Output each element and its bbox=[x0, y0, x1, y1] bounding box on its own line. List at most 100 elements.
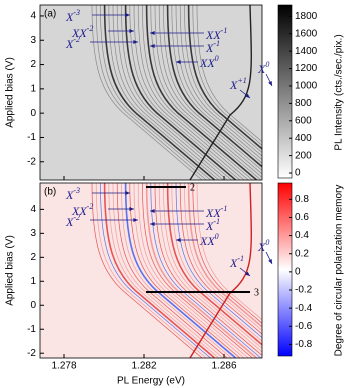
arrow-head bbox=[133, 218, 138, 222]
annotation-base: X bbox=[65, 37, 74, 51]
colorbar-tick-label: 1200 bbox=[295, 63, 318, 74]
annotation-base: X bbox=[65, 10, 74, 24]
colorbar-tick-label: 800 bbox=[295, 98, 312, 109]
arrow-head bbox=[245, 271, 250, 276]
arrow-head bbox=[125, 13, 130, 17]
y-tick-label: 4 bbox=[30, 11, 36, 22]
colorbar-tick-label: 200 bbox=[295, 150, 312, 161]
spectral-line bbox=[196, 5, 262, 143]
spectral-line bbox=[91, 5, 203, 180]
annotation-base: XX bbox=[71, 26, 87, 40]
colorbar-tick-label: -0.8 bbox=[295, 339, 313, 350]
arrow-head bbox=[245, 93, 250, 98]
spectral-line bbox=[150, 5, 262, 180]
annotation: X-3 bbox=[65, 8, 80, 24]
colorbar-label: Degree of circular polarization memory bbox=[334, 185, 345, 357]
spectral-line bbox=[108, 183, 220, 358]
spectral-line bbox=[171, 5, 262, 164]
colorbar-tick-label: -0.6 bbox=[295, 321, 313, 332]
spectral-line bbox=[95, 5, 207, 180]
spectral-line bbox=[133, 5, 245, 180]
annotation: X-2 bbox=[65, 35, 80, 51]
spectral-line bbox=[189, 5, 252, 180]
colorbar-tick-label: 0 bbox=[295, 267, 301, 278]
arrow-head bbox=[125, 191, 130, 195]
annotation-sup: -3 bbox=[73, 186, 80, 195]
panel-label: (a) bbox=[44, 9, 56, 20]
spectral-line bbox=[158, 5, 262, 175]
spectral-line bbox=[179, 5, 262, 157]
annotation-base: X bbox=[65, 215, 74, 229]
annotation-base: X bbox=[257, 240, 266, 254]
spectral-line bbox=[112, 183, 224, 358]
arrow-head bbox=[129, 29, 134, 33]
colorbar-tick-label: 600 bbox=[295, 115, 312, 126]
annotation-base: XX bbox=[71, 204, 87, 218]
colorbar-tick-label: -0.4 bbox=[295, 303, 313, 314]
spectral-line bbox=[121, 5, 232, 180]
marker-label: 3 bbox=[254, 287, 259, 298]
colorbar bbox=[277, 182, 293, 357]
arrow-head bbox=[150, 209, 155, 213]
arrow-head bbox=[129, 207, 134, 211]
annotation-sup: -2 bbox=[87, 24, 94, 33]
colorbar-tick-label: 0.6 bbox=[295, 212, 309, 223]
spectral-line bbox=[100, 183, 211, 358]
colorbar-tick-label: 1600 bbox=[295, 28, 318, 39]
arrow-head bbox=[150, 44, 155, 48]
annotation-sup: -2 bbox=[73, 213, 80, 222]
colorbar-tick-label: 1400 bbox=[295, 46, 318, 57]
colorbar-tick-label: 0 bbox=[295, 168, 301, 179]
annotation-base: X bbox=[205, 41, 214, 55]
annotation: XX-1 bbox=[205, 26, 227, 42]
spectral-line bbox=[100, 5, 211, 180]
y-tick-label: 3 bbox=[30, 35, 36, 46]
arrow-head bbox=[176, 60, 181, 64]
x-axis-label: PL Energy (eV) bbox=[117, 376, 185, 387]
spectral-line bbox=[124, 5, 237, 180]
spectral-line bbox=[166, 5, 262, 168]
spectral-line bbox=[145, 5, 258, 180]
annotation-sup: 0 bbox=[215, 54, 219, 63]
annotation-sup: -1 bbox=[237, 254, 244, 263]
annotation: XX0 bbox=[199, 54, 219, 70]
annotation: XX-2 bbox=[71, 202, 93, 218]
annotation-base: XX bbox=[205, 28, 221, 42]
colorbar bbox=[277, 4, 293, 179]
spectral-line bbox=[154, 5, 262, 178]
colorbar-tick-label: 0.8 bbox=[295, 194, 309, 205]
annotation: X-1 bbox=[229, 254, 244, 270]
spectral-line bbox=[175, 5, 262, 161]
annotation-sup: 0 bbox=[215, 232, 219, 241]
spectral-line bbox=[189, 183, 252, 358]
x-tick-label: 1.286 bbox=[211, 361, 236, 372]
x-tick-label: 1.282 bbox=[131, 361, 156, 372]
annotation-base: X bbox=[229, 256, 238, 270]
y-tick-label: -1 bbox=[27, 132, 36, 143]
marker-label: 2 bbox=[190, 182, 195, 193]
panel-label: (b) bbox=[44, 187, 56, 198]
annotation: X-1 bbox=[205, 217, 220, 233]
y-axis-label: Applied bias (V) bbox=[5, 235, 16, 306]
plot-frame bbox=[39, 182, 263, 359]
y-axis-label: Applied bias (V) bbox=[5, 57, 16, 128]
annotation-sup: -3 bbox=[73, 8, 80, 17]
spectral-line bbox=[112, 5, 224, 180]
annotation-base: X bbox=[257, 62, 266, 76]
y-tick-label: 1 bbox=[30, 276, 36, 287]
colorbar-tick-label: 0.4 bbox=[295, 230, 309, 241]
colorbar-label: PL Intensity (cts./sec./pix.) bbox=[334, 34, 345, 150]
plot-background bbox=[40, 5, 262, 180]
annotation-base: XX bbox=[199, 234, 215, 248]
spectral-line bbox=[187, 5, 262, 150]
x-tick-label: 1.278 bbox=[51, 361, 76, 372]
spectral-line bbox=[103, 183, 216, 358]
spectral-line bbox=[142, 5, 253, 180]
annotation-sup: 0 bbox=[265, 60, 269, 69]
arrow-head bbox=[150, 222, 155, 226]
annotation: XX-2 bbox=[71, 24, 93, 40]
spectral-line bbox=[91, 183, 203, 358]
plot-frame bbox=[39, 4, 263, 181]
annotation: X-1 bbox=[205, 39, 220, 55]
